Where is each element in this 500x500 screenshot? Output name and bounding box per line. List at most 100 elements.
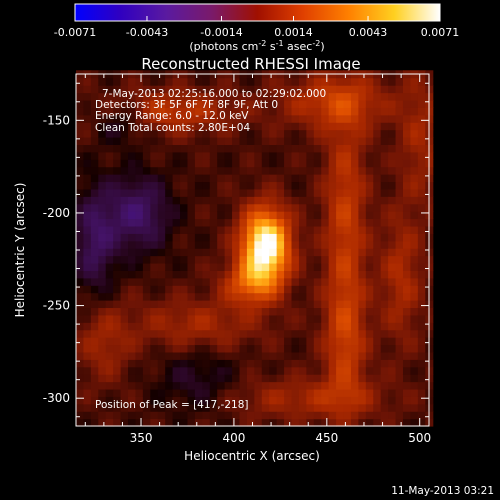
heatmap-cell <box>254 381 263 390</box>
heatmap-cell <box>172 270 181 279</box>
heatmap-cell <box>313 181 322 190</box>
heatmap-cell <box>150 418 159 427</box>
heatmap-cell <box>365 144 374 153</box>
heatmap-cell <box>254 188 263 197</box>
heatmap-cell <box>187 159 196 168</box>
heatmap-cell <box>217 114 226 123</box>
heatmap-cell <box>261 374 270 383</box>
heatmap-cell <box>336 107 345 116</box>
heatmap-cell <box>187 292 196 301</box>
heatmap-cell <box>105 307 114 316</box>
heatmap-cell <box>150 174 159 183</box>
heatmap-cell <box>202 255 211 264</box>
heatmap-cell <box>328 211 337 220</box>
heatmap-cell <box>150 344 159 353</box>
heatmap-cell <box>336 322 345 331</box>
heatmap-cell <box>395 203 404 212</box>
heatmap-cell <box>350 314 359 323</box>
heatmap-cell <box>113 225 122 234</box>
y-axis-label: Heliocentric Y (arcsec) <box>13 183 27 318</box>
heatmap-cell <box>365 359 374 368</box>
heatmap-cell <box>365 329 374 338</box>
heatmap-cell <box>135 203 144 212</box>
heatmap-cell <box>187 277 196 286</box>
heatmap-cell <box>417 129 426 138</box>
heatmap-cell <box>417 211 426 220</box>
heatmap-cell <box>180 329 189 338</box>
heatmap-cell <box>194 159 203 168</box>
heatmap-cell <box>395 85 404 94</box>
heatmap-cell <box>388 285 397 294</box>
heatmap-cell <box>83 329 92 338</box>
heatmap-cell <box>254 418 263 427</box>
heatmap-cell <box>350 107 359 116</box>
heatmap-cell <box>239 122 248 131</box>
heatmap-cell <box>202 181 211 190</box>
heatmap-cell <box>246 270 255 279</box>
heatmap-cell <box>417 233 426 242</box>
heatmap-cell <box>350 196 359 205</box>
heatmap-cell <box>417 337 426 346</box>
heatmap-cell <box>120 248 129 257</box>
heatmap-cell <box>328 381 337 390</box>
heatmap-cell <box>246 166 255 175</box>
heatmap-cell <box>76 292 85 301</box>
heatmap-cell <box>343 211 352 220</box>
heatmap-cell <box>254 292 263 301</box>
heatmap-cell <box>291 300 300 309</box>
heatmap-cell <box>306 85 315 94</box>
heatmap-cell <box>217 174 226 183</box>
heatmap-cell <box>90 381 99 390</box>
heatmap-cell <box>150 240 159 249</box>
heatmap-cell <box>336 99 345 108</box>
heatmap-cell <box>98 92 107 101</box>
heatmap-cell <box>261 240 270 249</box>
heatmap-cell <box>313 174 322 183</box>
heatmap-cell <box>291 403 300 412</box>
heatmap-cell <box>142 344 151 353</box>
heatmap-cell <box>209 285 218 294</box>
heatmap-cell <box>298 196 307 205</box>
heatmap-cell <box>120 107 129 116</box>
heatmap-cell <box>232 129 241 138</box>
heatmap-cell <box>90 85 99 94</box>
heatmap-cell <box>402 114 412 123</box>
heatmap-cell <box>150 314 159 323</box>
heatmap-cell <box>142 270 151 279</box>
heatmap-cell <box>209 151 218 160</box>
heatmap-cell <box>202 218 211 227</box>
heatmap-cell <box>128 77 137 86</box>
heatmap-cell <box>83 159 92 168</box>
heatmap-cell <box>395 322 404 331</box>
heatmap-cell <box>113 218 122 227</box>
heatmap-cell <box>276 381 285 390</box>
plot-area: 350 400 450 500-300-250-200-150 7-May-2013 … <box>43 70 434 445</box>
heatmap-cell <box>254 344 263 353</box>
heatmap-cell <box>246 174 255 183</box>
heatmap-cell <box>269 277 278 286</box>
heatmap-cell <box>150 211 159 220</box>
heatmap-cell <box>187 344 196 353</box>
heatmap-cell <box>388 329 397 338</box>
heatmap-cell <box>298 218 307 227</box>
heatmap-cell <box>291 136 300 145</box>
heatmap-cell <box>313 388 322 397</box>
heatmap-cell <box>128 307 137 316</box>
heatmap-cell <box>202 374 211 383</box>
heatmap-cell <box>373 418 382 427</box>
heatmap-cell <box>98 211 107 220</box>
heatmap-cell <box>298 166 307 175</box>
heatmap-cell <box>135 144 144 153</box>
heatmap-cell <box>261 285 270 294</box>
heatmap-cell <box>135 248 144 257</box>
heatmap-cell <box>276 144 285 153</box>
heatmap-cell <box>239 359 248 368</box>
heatmap-cell <box>217 403 226 412</box>
heatmap-cell <box>306 144 315 153</box>
heatmap-cell <box>142 388 151 397</box>
heatmap-cell <box>232 136 241 145</box>
heatmap-cell <box>343 77 352 86</box>
heatmap-cell <box>336 366 345 375</box>
heatmap-cell <box>417 285 426 294</box>
colorbar-tick-label: 0.0014 <box>274 26 313 39</box>
